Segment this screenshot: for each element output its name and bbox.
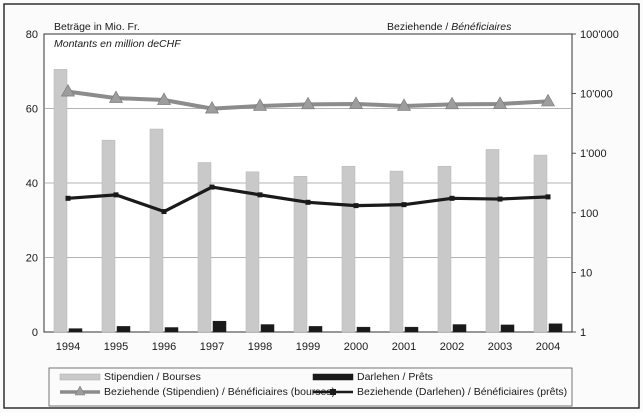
x-tick-label: 2001 [392, 341, 416, 353]
bar-stipendien [437, 165, 452, 333]
x-tick-label: 1995 [104, 341, 128, 353]
bar-darlehen [356, 326, 371, 333]
bar-stipendien [149, 128, 164, 333]
y-left-tick-label: 80 [26, 29, 38, 41]
bar-stipendien [341, 165, 356, 333]
point-beziehende-stipendien [396, 98, 412, 111]
bar-stipendien [53, 69, 68, 333]
bar-stipendien [389, 170, 404, 333]
point-beziehende-darlehen [401, 202, 407, 208]
point-beziehende-darlehen [257, 192, 263, 198]
header-left-subtitle: Montants en million deCHF [54, 38, 181, 50]
y-right-tick-label: 10 [580, 267, 592, 279]
x-tick-label: 1998 [248, 341, 272, 353]
y-left-tick-label: 40 [26, 178, 38, 190]
header-left-title: Beträge in Mio. Fr. [54, 21, 140, 33]
x-tick-label: 1996 [152, 341, 176, 353]
bar-darlehen [164, 327, 179, 333]
bar-stipendien [533, 154, 548, 333]
x-tick-label: 1997 [200, 341, 224, 353]
y-right-tick-label: 10'000 [580, 89, 613, 101]
point-beziehende-stipendien [444, 96, 460, 110]
y-left-tick-label: 20 [26, 253, 38, 265]
legend-label: Darlehen / Prêts [357, 371, 433, 383]
point-beziehende-darlehen [353, 203, 359, 209]
bars [53, 69, 563, 333]
point-beziehende-stipendien [156, 92, 172, 105]
y-left-tick-label: 0 [32, 327, 38, 339]
header-right-title: Beziehende / Bénéficiaires [387, 21, 512, 33]
header-right-prefix: Beziehende / [387, 21, 451, 33]
y-right-tick-label: 100 [580, 208, 598, 220]
bar-darlehen [404, 326, 419, 333]
legend-marker [74, 385, 86, 396]
point-beziehende-stipendien [492, 96, 508, 109]
bar-stipendien [101, 139, 116, 333]
bar-darlehen [116, 326, 131, 333]
x-tick-label: 2004 [536, 341, 560, 353]
bar-darlehen [308, 326, 323, 333]
series-lines [60, 83, 556, 215]
x-tick-label: 1999 [296, 341, 320, 353]
y-right-tick-label: 1'000 [580, 148, 607, 160]
point-beziehende-darlehen [209, 184, 215, 190]
point-beziehende-stipendien [204, 100, 220, 114]
x-tick-label: 2003 [488, 341, 512, 353]
bar-stipendien [245, 171, 260, 333]
legend-swatch [312, 373, 354, 381]
legend-marker [330, 389, 336, 395]
bar-darlehen [500, 324, 515, 333]
bar-stipendien [293, 176, 308, 333]
point-beziehende-darlehen [497, 196, 503, 202]
point-beziehende-darlehen [545, 194, 551, 200]
legend-label: Beziehende (Stipendien) / Bénéficiaires … [104, 386, 335, 398]
y-left-tick-label: 60 [26, 104, 38, 116]
point-beziehende-darlehen [305, 199, 311, 205]
point-beziehende-darlehen [161, 209, 167, 215]
x-tick-label: 2000 [344, 341, 368, 353]
bar-darlehen [260, 324, 275, 333]
bar-darlehen [68, 328, 83, 333]
point-beziehende-stipendien [540, 93, 556, 107]
header-right-italic: Bénéficiaires [451, 21, 512, 33]
x-tick-label: 1994 [56, 341, 80, 353]
point-beziehende-stipendien [252, 98, 268, 111]
x-tick-label: 2002 [440, 341, 464, 353]
axis-ticks: 0 20 40 60 80 1 10 100 1'000 10'000 100'000 1994 199… [26, 29, 619, 353]
bar-darlehen [452, 324, 467, 333]
legend-swatch [59, 373, 101, 381]
point-beziehende-stipendien [348, 96, 364, 109]
bar-darlehen [212, 320, 227, 333]
point-beziehende-stipendien [108, 90, 124, 103]
legend-label: Stipendien / Bourses [104, 371, 201, 383]
y-right-tick-label: 100'000 [580, 29, 619, 41]
bar-stipendien [485, 149, 500, 333]
point-beziehende-stipendien [60, 83, 76, 97]
point-beziehende-darlehen [449, 195, 455, 201]
legend-label: Beziehende (Darlehen) / Bénéficiaires (p… [357, 386, 567, 398]
bar-darlehen [548, 323, 563, 333]
legend-box [48, 367, 573, 407]
legend: Stipendien / Bourses Darlehen / Prêts Bezi… [59, 371, 567, 398]
point-beziehende-darlehen [65, 195, 71, 201]
bar-stipendien [197, 162, 212, 333]
point-beziehende-darlehen [113, 192, 119, 198]
y-right-tick-label: 1 [580, 327, 586, 339]
point-beziehende-stipendien [300, 96, 316, 110]
